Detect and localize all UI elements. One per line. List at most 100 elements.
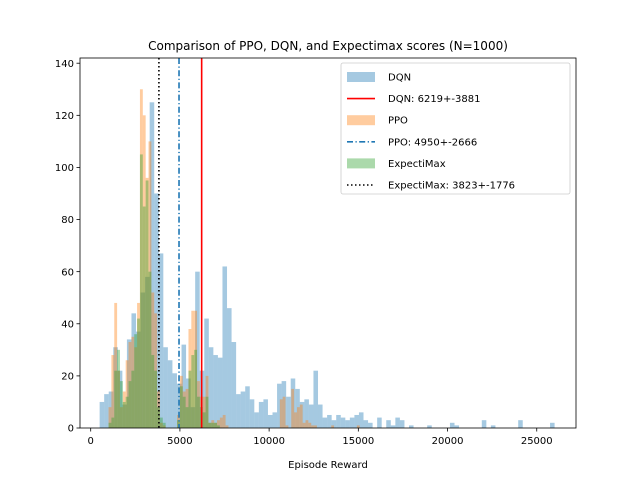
histogram-bar-expectimax-12 [142, 206, 146, 428]
histogram-bar-dqn-49 [322, 417, 328, 428]
histogram-bar-expectimax-21 [179, 386, 183, 428]
histogram-bar-ppo-3 [117, 370, 120, 428]
histogram-bar-expectimax-7 [128, 381, 132, 428]
histogram-bar-ppo-43 [296, 407, 300, 428]
histogram-bar-dqn-19 [186, 378, 191, 428]
histogram-bar-dqn-45 [304, 399, 309, 428]
histogram-bar-dqn-55 [349, 417, 355, 428]
histogram-bar-ppo-30 [205, 375, 209, 428]
y-tick-label-4: 80 [61, 215, 74, 226]
legend-box [340, 62, 571, 195]
legend-label-1: DQN: 6219+-3881 [388, 94, 481, 105]
histogram-bar-ppo-51 [356, 425, 360, 428]
histogram-bar-dqn-34 [254, 412, 259, 428]
histogram-bar-dqn-29 [231, 342, 237, 428]
histogram-bar-ppo-9 [134, 347, 138, 428]
histogram-bar-ppo-8 [131, 336, 135, 428]
histogram-bar-ppo-31 [208, 422, 212, 428]
x-tick-label-0: 0 [88, 436, 94, 447]
histogram-bar-dqn-4 [117, 370, 123, 428]
histogram-bar-dqn-69 [481, 420, 487, 428]
histogram-bar-dqn-5 [122, 404, 127, 428]
histogram-bar-expectimax-17 [157, 407, 160, 428]
histogram-bar-dqn-40 [281, 381, 287, 428]
histogram-bar-dqn-36 [263, 399, 268, 428]
y-tick-label-0: 0 [68, 424, 74, 435]
histogram-bar-dqn-8 [136, 331, 141, 428]
histogram-bar-ppo-11 [139, 89, 143, 429]
histogram-bar-dqn-48 [318, 404, 323, 428]
x-tick-label-5: 25000 [521, 436, 553, 447]
histogram-bar-dqn-50 [327, 414, 332, 428]
histogram-bar-dqn-1 [104, 394, 109, 428]
histogram-bar-dqn-2 [108, 391, 114, 428]
bars-layer [99, 89, 555, 429]
histogram-bar-dqn-38 [272, 412, 278, 428]
histogram-bar-ppo-24 [188, 328, 192, 428]
histogram-bar-dqn-53 [340, 417, 346, 428]
histogram-bar-ppo-6 [125, 360, 129, 428]
x-tick-label-4: 20000 [432, 436, 464, 447]
histogram-bar-dqn-59 [368, 422, 373, 428]
histogram-bar-expectimax-2 [114, 370, 118, 428]
histogram-bar-dqn-67 [449, 422, 455, 428]
histogram-bar-expectimax-26 [194, 349, 198, 428]
histogram-bar-ppo-18 [159, 422, 163, 428]
histogram-bar-dqn-52 [336, 414, 341, 428]
histogram-bar-dqn-24 [208, 347, 214, 428]
histogram-bar-expectimax-4 [119, 381, 123, 428]
histogram-bar-dqn-43 [295, 388, 300, 428]
histogram-bar-dqn-41 [286, 396, 291, 428]
legend-swatch-2 [347, 115, 375, 126]
histogram-bar-expectimax-14 [148, 271, 152, 428]
histogram-bar-ppo-17 [157, 391, 160, 428]
x-axis-label: Episode Reward [288, 460, 368, 471]
axes-frame [79, 57, 577, 429]
y-tick-label-6: 120 [55, 111, 74, 122]
histogram-bar-ppo-16 [154, 313, 158, 428]
histogram-bar-dqn-56 [354, 414, 359, 428]
histogram-bar-dqn-17 [176, 383, 182, 428]
histogram-bar-dqn-72 [550, 422, 555, 428]
histogram-bar-ppo-22 [182, 391, 186, 428]
histogram-bar-dqn-60 [377, 417, 382, 428]
histogram-bar-expectimax-18 [159, 417, 163, 428]
histogram-bar-dqn-61 [386, 420, 391, 428]
histogram-bar-ppo-42 [294, 412, 297, 428]
histogram-bar-dqn-7 [131, 313, 137, 428]
histogram-bar-dqn-37 [267, 414, 273, 428]
chart-title: Comparison of PPO, DQN, and Expectimax s… [148, 39, 508, 53]
histogram-bar-ppo-36 [222, 414, 226, 428]
histogram-bar-expectimax-25 [191, 355, 195, 428]
histogram-bar-dqn-6 [126, 339, 132, 428]
histogram-bar-expectimax-33 [214, 422, 218, 428]
histogram-bar-ppo-50 [331, 425, 335, 428]
histogram-bar-ppo-38 [279, 399, 283, 428]
histogram-bar-ppo-12 [142, 115, 146, 428]
histogram-bar-ppo-32 [211, 420, 215, 428]
histogram-bar-ppo-4 [119, 407, 123, 428]
histogram-bar-dqn-32 [245, 386, 250, 428]
histogram-bar-dqn-47 [313, 370, 319, 428]
histogram-bar-ppo-15 [151, 292, 155, 428]
histogram-bar-dqn-58 [363, 420, 369, 428]
histogram-bar-ppo-21 [179, 375, 183, 428]
legend: DQN DQN: 6219+-3881 PPO PPO: 4950+-2666 Expe… [340, 62, 571, 195]
histogram-bar-expectimax-8 [131, 370, 135, 428]
histogram-bar-expectimax-24 [188, 370, 192, 428]
histogram-bar-dqn-66 [427, 425, 432, 428]
y-tick-label-3: 60 [61, 267, 74, 278]
x-axis-ticks: 0 5000 10000 15000 20000 25000 [88, 428, 553, 447]
histogram-bar-ppo-1 [111, 355, 115, 428]
y-tick-label-5: 100 [55, 163, 74, 174]
legend-label-3: PPO: 4950+-2666 [388, 137, 477, 148]
histogram-bar-dqn-18 [181, 344, 187, 428]
histogram-bar-dqn-44 [299, 401, 305, 428]
histogram-bar-ppo-40 [285, 425, 289, 428]
histogram-bar-ppo-47 [308, 422, 312, 428]
histogram-bar-dqn-20 [190, 407, 196, 428]
histogram-bar-ppo-34 [217, 420, 220, 428]
histogram-bar-expectimax-34 [217, 425, 220, 428]
histogram-bar-expectimax-22 [182, 396, 186, 428]
